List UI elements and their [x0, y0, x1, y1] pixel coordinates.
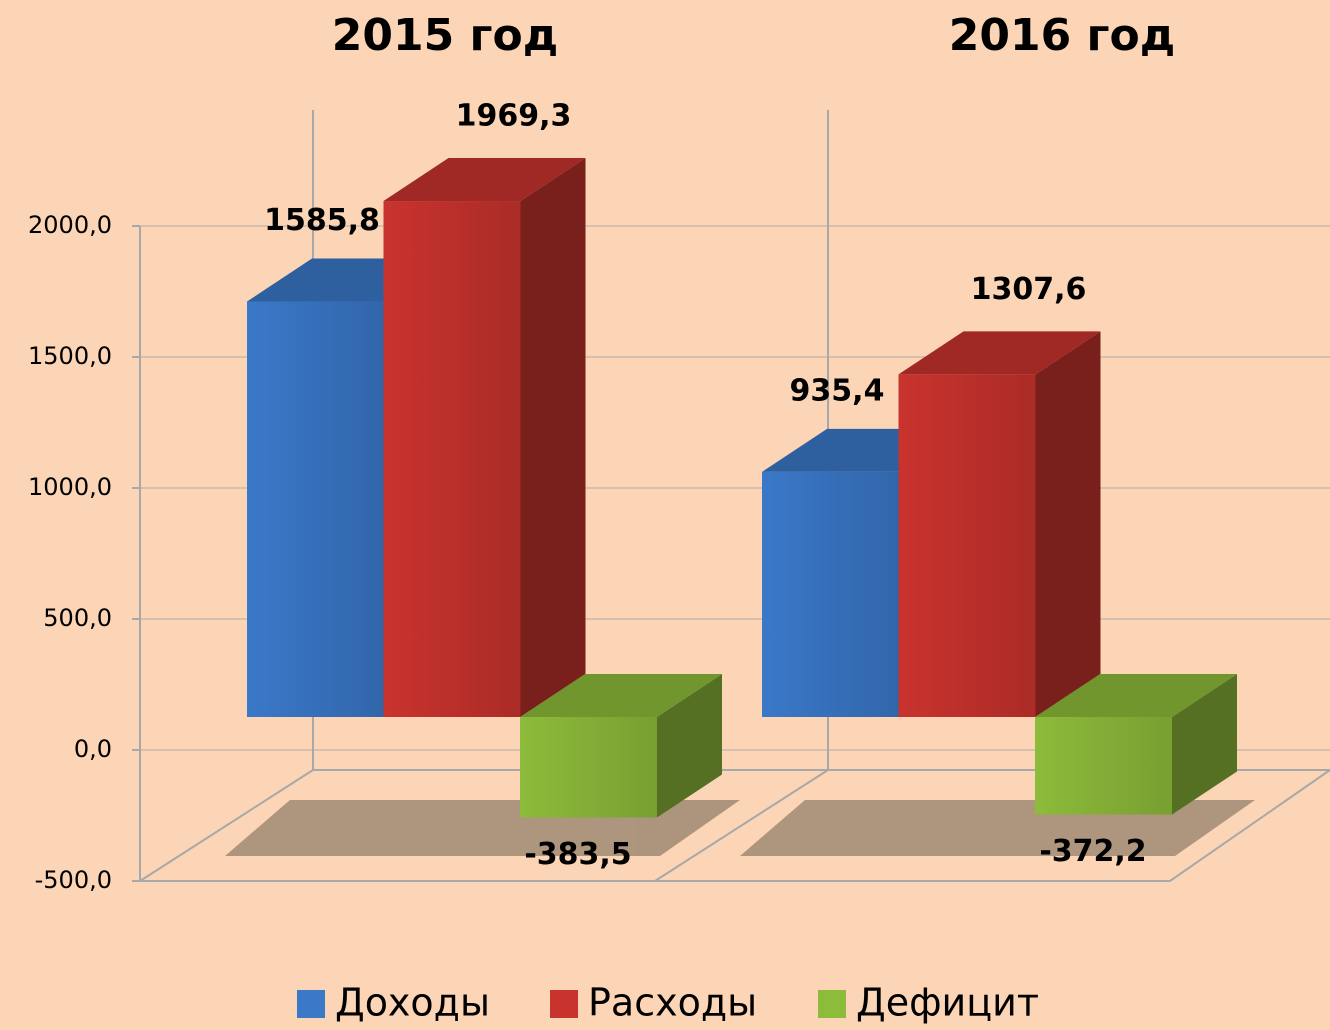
floor-edge — [654, 769, 829, 882]
y-tick-label: -500,0 — [35, 866, 112, 894]
value-label: -372,2 — [1039, 834, 1146, 869]
bar-shade — [383, 201, 521, 717]
bar-top — [898, 331, 1101, 375]
bar-shade — [247, 301, 384, 717]
bar-shade — [898, 374, 1036, 717]
legend-swatch — [297, 990, 325, 1018]
legend: Доходы Расходы Дефицит — [297, 981, 1039, 1025]
bar-side — [1035, 331, 1101, 717]
bar-top — [1035, 674, 1237, 717]
value-label: 1585,8 — [264, 203, 380, 238]
floor-edge — [139, 769, 314, 882]
y-tick-label: 1000,0 — [28, 473, 112, 501]
value-label: 1969,3 — [456, 99, 572, 134]
legend-swatch — [550, 990, 578, 1018]
bar-side — [520, 158, 586, 717]
y-tick-label: 500,0 — [43, 604, 112, 632]
y-tick-label: 2000,0 — [28, 211, 112, 239]
bar-shade — [520, 717, 657, 818]
legend-swatch — [818, 990, 846, 1018]
category-title: 2015 год — [332, 10, 559, 61]
legend-label: Дефицит — [856, 981, 1039, 1025]
y-tick-label: 1500,0 — [28, 342, 112, 370]
value-label: 1307,6 — [971, 272, 1087, 307]
value-label: -383,5 — [524, 837, 631, 872]
grid: -500,0 0,0 500,0 1000,0 1500,0 2000,0 — [28, 211, 1330, 894]
category-title: 2016 год — [949, 10, 1176, 61]
bar-top — [383, 158, 586, 202]
bar-shade — [762, 471, 899, 717]
legend-label: Расходы — [588, 981, 757, 1025]
bar-side — [657, 674, 722, 818]
legend-label: Доходы — [335, 981, 490, 1025]
y-tick-label: 0,0 — [74, 735, 112, 763]
bar-top — [520, 674, 722, 717]
value-label: 935,4 — [790, 373, 885, 408]
bars: 2015 год 1585,8 1969,3 -383,5 2016 год 935,4 1… — [247, 10, 1237, 872]
bar-side — [1172, 674, 1237, 815]
bar-shade — [1035, 717, 1172, 815]
